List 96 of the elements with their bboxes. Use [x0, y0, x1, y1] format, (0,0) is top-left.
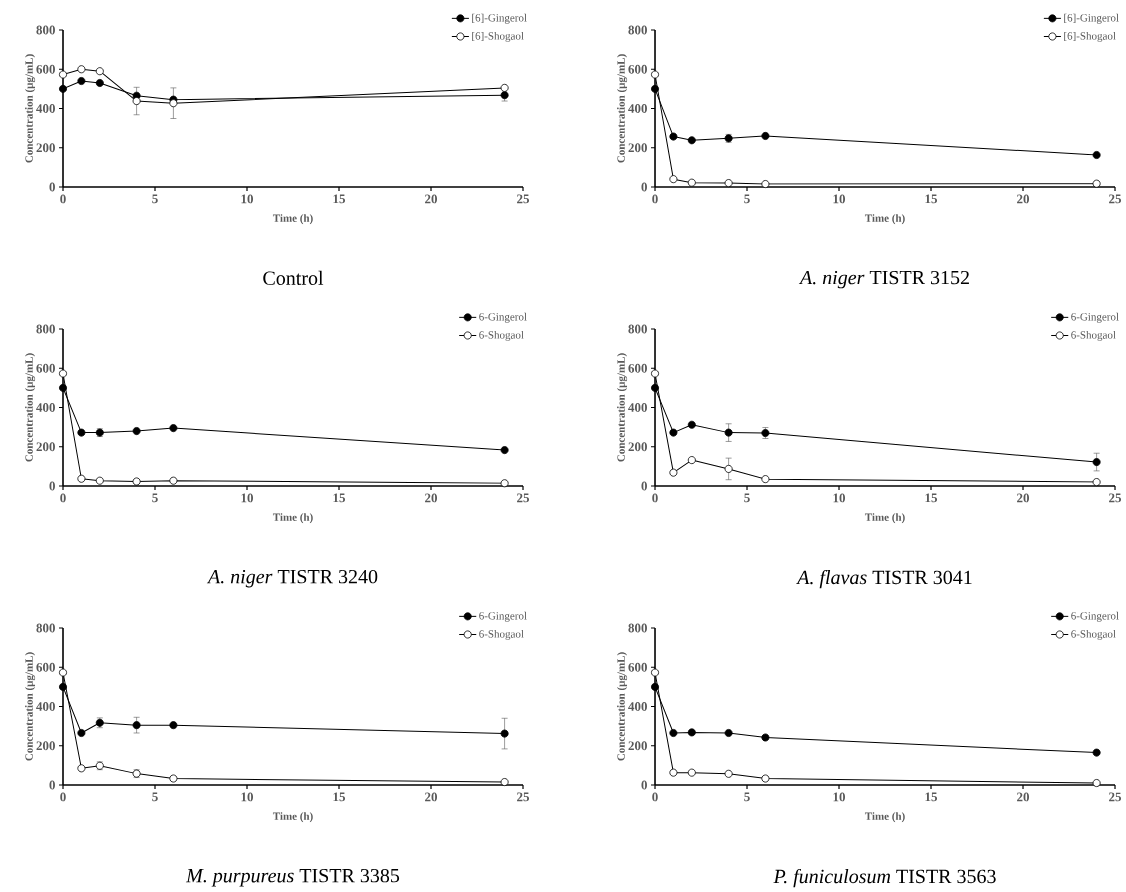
x-tick-label: 20	[425, 792, 438, 802]
x-tick-label: 20	[1017, 792, 1030, 802]
text: A. flavas TISTR 3041	[796, 569, 972, 589]
text: M. purpureus TISTR 3385	[185, 868, 400, 887]
x-tick-label: 10	[833, 493, 846, 503]
y-tick-label: 800	[628, 324, 647, 334]
x-tick-label: 10	[241, 493, 254, 503]
legend-label: 6-Shogaol	[1071, 629, 1116, 640]
x-tick-label: 0	[652, 194, 658, 204]
y-tick-label: 800	[628, 623, 647, 633]
y-axis-title: Concentration (µg/mL)	[25, 652, 36, 761]
x-tick-label: 0	[60, 792, 66, 802]
text: A. niger TISTR 3240	[206, 569, 378, 588]
y-tick-label: 400	[36, 104, 55, 113]
legend-label: 6-Shogaol	[479, 330, 524, 341]
y-axis-title: Concentration (µg/mL)	[617, 652, 628, 761]
x-tick-label: 15	[925, 792, 938, 802]
x-tick-label: 0	[60, 493, 66, 503]
x-tick-label: 20	[1017, 194, 1030, 204]
text: Control	[263, 270, 324, 285]
y-tick-label: 200	[628, 143, 647, 153]
x-axis-title: Time (h)	[272, 812, 313, 823]
x-tick-label: 15	[925, 493, 938, 503]
x-tick-label: 5	[152, 194, 158, 204]
y-tick-label: 0	[49, 780, 55, 790]
x-tick-label: 5	[152, 792, 158, 802]
x-tick-label: 10	[833, 792, 846, 802]
x-axis-title: Time (h)	[864, 214, 905, 225]
x-tick-label: 15	[925, 194, 938, 204]
legend-label: 6-Gingerol	[479, 312, 527, 323]
y-tick-label: 400	[628, 702, 647, 711]
x-tick-label: 20	[425, 194, 438, 204]
y-tick-label: 600	[36, 662, 55, 672]
x-tick-label: 15	[333, 194, 346, 204]
x-tick-label: 10	[241, 194, 254, 204]
y-tick-label: 400	[628, 403, 647, 412]
y-tick-label: 200	[36, 741, 55, 751]
y-tick-label: 200	[36, 442, 55, 452]
x-tick-label: 5	[152, 493, 158, 503]
x-tick-label: 25	[517, 194, 530, 204]
x-tick-label: 25	[1109, 194, 1122, 204]
y-tick-label: 200	[36, 143, 55, 153]
legend-label: 6-Gingerol	[1071, 312, 1119, 323]
x-tick-label: 25	[1109, 792, 1122, 802]
x-tick-label: 20	[425, 493, 438, 503]
y-tick-label: 800	[36, 25, 55, 35]
y-tick-label: 600	[628, 64, 647, 74]
legend-label: [6]-Shogaol	[1064, 31, 1116, 42]
legend-label: [6]-Gingerol	[472, 13, 527, 24]
x-axis-title: Time (h)	[864, 812, 905, 823]
x-tick-label: 15	[333, 493, 346, 503]
y-tick-label: 400	[36, 702, 55, 711]
x-tick-label: 0	[60, 194, 66, 204]
legend-label: 6-Shogaol	[1071, 330, 1116, 341]
y-tick-label: 200	[628, 442, 647, 452]
y-tick-label: 400	[628, 104, 647, 113]
y-axis-title: Concentration (µg/mL)	[25, 353, 36, 462]
y-tick-label: 0	[641, 182, 647, 192]
legend-label: 6-Shogaol	[479, 629, 524, 640]
y-tick-label: 0	[49, 481, 55, 491]
y-tick-label: 0	[641, 780, 647, 790]
y-tick-label: 400	[36, 403, 55, 412]
x-tick-label: 10	[241, 792, 254, 802]
y-tick-label: 600	[36, 363, 55, 373]
x-tick-label: 20	[1017, 493, 1030, 503]
x-tick-label: 25	[517, 493, 530, 503]
x-tick-label: 5	[744, 194, 750, 204]
y-axis-title: Concentration (µg/mL)	[25, 54, 36, 163]
legend-label: 6-Gingerol	[479, 611, 527, 622]
x-tick-label: 0	[652, 493, 658, 503]
y-tick-label: 600	[628, 363, 647, 373]
y-axis-title: Concentration (µg/mL)	[617, 353, 628, 462]
x-axis-title: Time (h)	[864, 513, 905, 524]
y-tick-label: 200	[628, 741, 647, 751]
x-tick-label: 5	[744, 493, 750, 503]
x-tick-label: 15	[333, 792, 346, 802]
y-tick-label: 800	[36, 324, 55, 334]
y-tick-label: 800	[36, 623, 55, 633]
y-tick-label: 800	[628, 25, 647, 35]
x-tick-label: 25	[517, 792, 530, 802]
y-tick-label: 600	[628, 662, 647, 672]
text: P. funiculosum TISTR 3563	[773, 868, 996, 888]
x-tick-label: 5	[744, 792, 750, 802]
x-tick-label: 0	[652, 792, 658, 802]
legend-label: 6-Gingerol	[1071, 611, 1119, 622]
x-axis-title: Time (h)	[272, 214, 313, 225]
x-tick-label: 10	[833, 194, 846, 204]
text: A. niger TISTR 3152	[798, 270, 969, 289]
legend-label: [6]-Shogaol	[472, 31, 524, 42]
y-tick-label: 0	[641, 481, 647, 491]
y-tick-label: 0	[49, 182, 55, 192]
x-tick-label: 25	[1109, 493, 1122, 503]
x-axis-title: Time (h)	[272, 513, 313, 524]
y-tick-label: 600	[36, 64, 55, 74]
y-axis-title: Concentration (µg/mL)	[617, 54, 628, 163]
legend-label: [6]-Gingerol	[1064, 13, 1119, 24]
